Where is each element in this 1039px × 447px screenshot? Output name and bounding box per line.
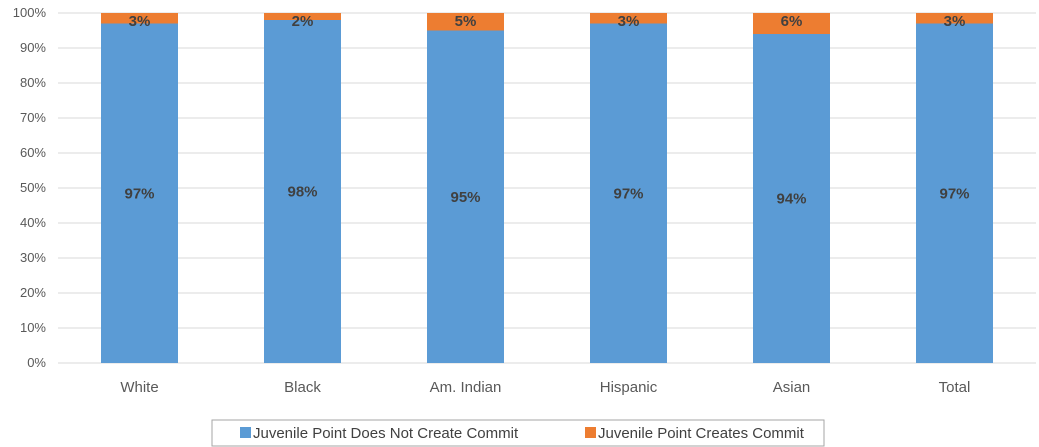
- y-tick-label: 70%: [20, 110, 46, 125]
- legend-label-not-create-commit: Juvenile Point Does Not Create Commit: [253, 425, 519, 442]
- bar-segment-not-create-commit: [916, 23, 993, 363]
- bar-segment-creates-commit: [101, 13, 178, 24]
- y-tick-label: 30%: [20, 250, 46, 265]
- y-tick-label: 10%: [20, 320, 46, 335]
- y-tick-label: 60%: [20, 145, 46, 160]
- gridlines: [58, 12, 1036, 364]
- bar-segment-not-create-commit: [427, 30, 504, 363]
- bar-segment-not-create-commit: [264, 20, 341, 363]
- x-tick-label: Hispanic: [600, 379, 658, 396]
- x-tick-label: White: [120, 379, 158, 396]
- data-label: 3%: [618, 13, 640, 30]
- bar-segment-creates-commit: [916, 13, 993, 24]
- bar-segment-creates-commit: [753, 13, 830, 34]
- x-tick-label: Black: [284, 379, 321, 396]
- data-label: 97%: [613, 185, 643, 202]
- y-tick-label: 80%: [20, 75, 46, 90]
- legend: Juvenile Point Does Not Create Commit Ju…: [211, 419, 825, 447]
- y-tick-label: 90%: [20, 40, 46, 55]
- data-label: 95%: [450, 189, 480, 206]
- data-label: 94%: [776, 191, 806, 208]
- x-tick-label: Asian: [773, 379, 811, 396]
- x-tick-label: Total: [939, 379, 971, 396]
- data-label: 5%: [455, 13, 477, 30]
- y-tick-label: 20%: [20, 285, 46, 300]
- data-label: 6%: [781, 13, 803, 30]
- legend-box: [211, 419, 825, 447]
- data-labels: 97% 3% 98% 2% 95% 5% 97% 3% 94% 6% 97% 3%: [124, 13, 969, 208]
- x-tick-label: Am. Indian: [430, 379, 502, 396]
- legend-swatch-creates-commit: [585, 427, 596, 438]
- bars: [101, 13, 993, 363]
- data-label: 98%: [287, 184, 317, 201]
- y-tick-label: 50%: [20, 180, 46, 195]
- x-axis-ticks: White Black Am. Indian Hispanic Asian Total: [120, 379, 970, 396]
- bar-segment-creates-commit: [427, 13, 504, 31]
- bar-segment-creates-commit: [264, 13, 341, 20]
- bar-segment-not-create-commit: [101, 23, 178, 363]
- bar-segment-creates-commit: [590, 13, 667, 24]
- y-tick-label: 100%: [13, 5, 47, 20]
- legend-label-creates-commit: Juvenile Point Creates Commit: [598, 425, 805, 442]
- y-tick-label: 40%: [20, 215, 46, 230]
- legend-swatch-not-create-commit: [240, 427, 251, 438]
- data-label: 3%: [944, 13, 966, 30]
- y-axis-ticks: 0% 10% 20% 30% 40% 50% 60% 70% 80% 90% 100%: [13, 5, 47, 370]
- data-label: 2%: [292, 13, 314, 30]
- data-label: 97%: [124, 185, 154, 202]
- y-tick-label: 0%: [27, 355, 46, 370]
- bar-segment-not-create-commit: [753, 34, 830, 363]
- data-label: 97%: [939, 185, 969, 202]
- data-label: 3%: [129, 13, 151, 30]
- bar-segment-not-create-commit: [590, 23, 667, 363]
